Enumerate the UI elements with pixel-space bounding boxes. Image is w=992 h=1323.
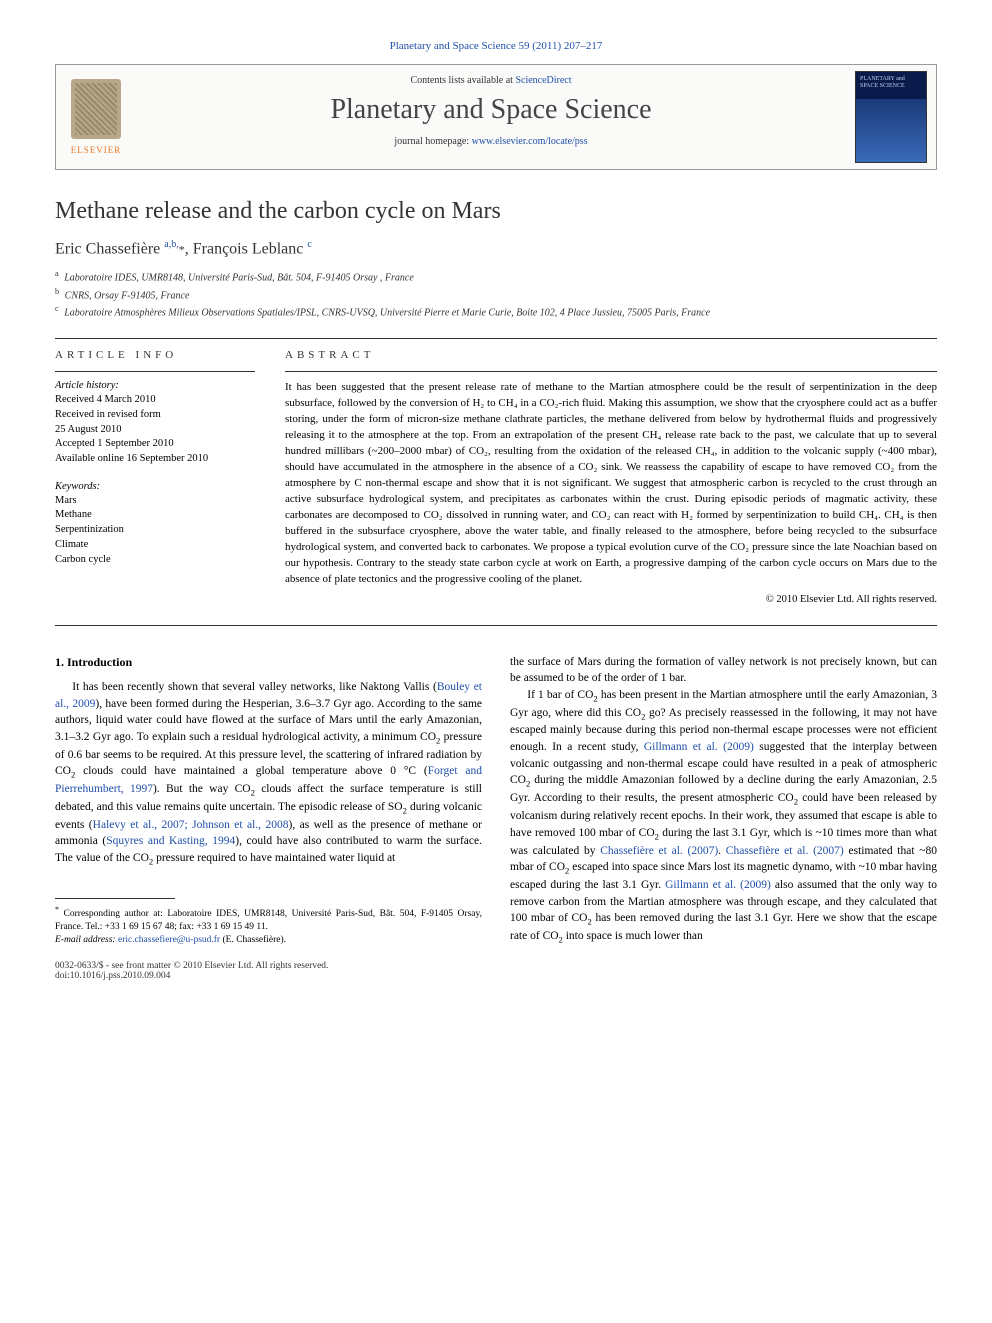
publisher-name: ELSEVIER	[71, 145, 122, 155]
homepage-line: journal homepage: www.elsevier.com/locat…	[156, 136, 826, 147]
corresponding-text: Corresponding author at: Laboratoire IDE…	[55, 909, 482, 932]
keyword-item: Mars	[55, 494, 255, 509]
homepage-label: journal homepage:	[394, 136, 471, 147]
body-paragraph-2: the surface of Mars during the formation…	[510, 654, 937, 687]
history-label: Article history:	[55, 380, 255, 391]
abstract-column: ABSTRACT It has been suggested that the …	[285, 349, 937, 604]
footer: 0032-0633/$ - see front matter © 2010 El…	[55, 961, 937, 981]
body-paragraph-1: It has been recently shown that several …	[55, 679, 482, 868]
history-item: Received 4 March 2010	[55, 393, 255, 408]
header-center: Contents lists available at ScienceDirec…	[136, 65, 846, 169]
email-label: E-mail address:	[55, 935, 116, 945]
journal-cover-thumbnail: PLANETARY and SPACE SCIENCE	[855, 71, 927, 163]
body-columns: 1. Introduction It has been recently sho…	[55, 654, 937, 947]
abstract-divider	[285, 371, 937, 372]
article-info-heading: ARTICLE INFO	[55, 349, 255, 361]
email-name: (E. Chassefière).	[222, 935, 286, 945]
footer-doi: doi:10.1016/j.pss.2010.09.004	[55, 971, 937, 981]
abstract-text: It has been suggested that the present r…	[285, 380, 937, 587]
footnote-divider	[55, 898, 175, 899]
keywords-label: Keywords:	[55, 481, 255, 492]
keyword-item: Carbon cycle	[55, 553, 255, 568]
divider-bottom	[55, 625, 937, 626]
homepage-link[interactable]: www.elsevier.com/locate/pss	[472, 136, 588, 147]
affiliation: c Laboratoire Atmosphères Milieux Observ…	[55, 303, 937, 320]
section-heading: 1. Introduction	[55, 654, 482, 671]
article-title: Methane release and the carbon cycle on …	[55, 198, 937, 225]
journal-reference: Planetary and Space Science 59 (2011) 20…	[55, 40, 937, 52]
article-info-row: ARTICLE INFO Article history: Received 4…	[55, 349, 937, 604]
affiliation: a Laboratoire IDES, UMR8148, Université …	[55, 268, 937, 285]
footer-line-1: 0032-0633/$ - see front matter © 2010 El…	[55, 961, 937, 971]
keyword-item: Serpentinization	[55, 523, 255, 538]
article-info-column: ARTICLE INFO Article history: Received 4…	[55, 349, 255, 604]
publisher-logo-area: ELSEVIER	[56, 65, 136, 169]
footnote-star-icon: *	[55, 905, 59, 914]
affiliation: b CNRS, Orsay F-91405, France	[55, 286, 937, 303]
page: Planetary and Space Science 59 (2011) 20…	[0, 0, 992, 1011]
history-list: Received 4 March 2010Received in revised…	[55, 393, 255, 466]
journal-header: ELSEVIER Contents lists available at Sci…	[55, 64, 937, 170]
keyword-item: Methane	[55, 508, 255, 523]
history-item: Accepted 1 September 2010	[55, 437, 255, 452]
journal-title: Planetary and Space Science	[156, 94, 826, 126]
contents-text: Contents lists available at	[410, 75, 515, 86]
elsevier-logo: ELSEVIER	[71, 79, 122, 155]
history-item: 25 August 2010	[55, 423, 255, 438]
info-divider	[55, 371, 255, 372]
sciencedirect-link[interactable]: ScienceDirect	[515, 75, 571, 86]
history-item: Available online 16 September 2010	[55, 452, 255, 467]
cover-text: PLANETARY and SPACE SCIENCE	[860, 76, 922, 89]
contents-line: Contents lists available at ScienceDirec…	[156, 75, 826, 86]
corresponding-author-footnote: * Corresponding author at: Laboratoire I…	[55, 905, 482, 947]
divider-top	[55, 338, 937, 339]
abstract-heading: ABSTRACT	[285, 349, 937, 361]
authors: Eric Chassefière a,b,*, François Leblanc…	[55, 239, 937, 258]
affiliations: a Laboratoire IDES, UMR8148, Université …	[55, 268, 937, 320]
email-link[interactable]: eric.chassefiere@u-psud.fr	[118, 935, 220, 945]
abstract-copyright: © 2010 Elsevier Ltd. All rights reserved…	[285, 594, 937, 605]
journal-cover-area: PLANETARY and SPACE SCIENCE	[846, 65, 936, 169]
elsevier-tree-icon	[71, 79, 121, 139]
history-item: Received in revised form	[55, 408, 255, 423]
keyword-item: Climate	[55, 538, 255, 553]
keywords-list: MarsMethaneSerpentinizationClimateCarbon…	[55, 494, 255, 567]
body-paragraph-3: If 1 bar of CO2 has been present in the …	[510, 687, 937, 946]
